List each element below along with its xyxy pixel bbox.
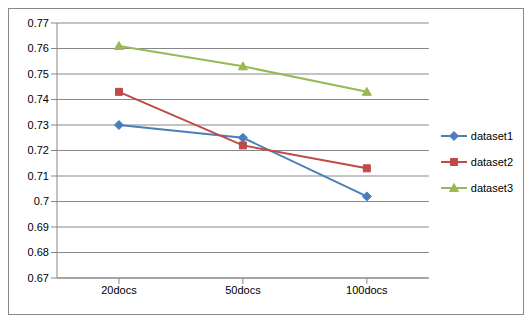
svg-text:0.77: 0.77	[28, 17, 49, 29]
svg-text:0.72: 0.72	[28, 144, 49, 156]
svg-text:0.68: 0.68	[28, 246, 49, 258]
html-text:dataset1: dataset1	[470, 129, 513, 142]
svg-text:0.75: 0.75	[28, 68, 49, 80]
svg-text:0.74: 0.74	[28, 93, 49, 105]
svg-text:100docs: 100docs	[346, 284, 388, 296]
svg-text:0.73: 0.73	[28, 119, 49, 131]
html-text:dataset3: dataset3	[470, 181, 513, 194]
svg-text:0.69: 0.69	[28, 221, 49, 233]
html-text:dataset2: dataset2	[470, 155, 513, 168]
svg-text:0.76: 0.76	[28, 42, 49, 54]
svg-text:0.67: 0.67	[28, 272, 49, 284]
svg-text:0.71: 0.71	[28, 170, 49, 182]
svg-text:50docs: 50docs	[225, 284, 261, 296]
svg-text:20docs: 20docs	[101, 284, 137, 296]
svg-text:0.7: 0.7	[34, 195, 49, 207]
